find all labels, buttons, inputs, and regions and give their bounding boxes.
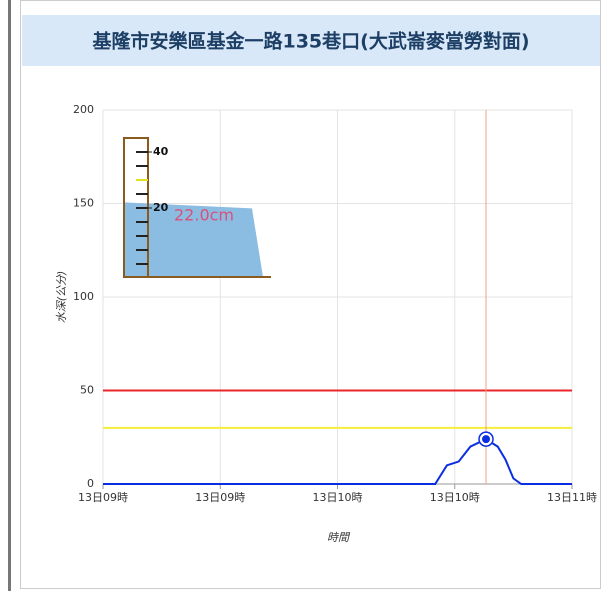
x-tick-label: 13日10時: [313, 491, 363, 504]
gauge-label: 40: [153, 145, 169, 158]
highlight-point: [482, 435, 490, 443]
x-tick-label: 13日10時: [430, 491, 480, 504]
y-axis-title: 水深(公分): [55, 271, 68, 324]
x-tick-label: 13日11時: [547, 491, 597, 504]
x-tick-label: 13日09時: [195, 491, 245, 504]
left-edge: [8, 0, 11, 591]
gauge-reading: 22.0cm: [174, 206, 234, 225]
y-tick-label: 150: [73, 197, 94, 210]
y-tick-label: 50: [80, 384, 94, 397]
y-tick-label: 0: [87, 477, 94, 490]
x-axis-title: 時間: [327, 531, 351, 544]
y-tick-label: 200: [73, 103, 94, 116]
page: 基隆市安樂區基金一路135巷口(大武崙麥當勞對面) 時間 水深(公分) 0 50 1…: [0, 0, 602, 591]
chart-title: 基隆市安樂區基金一路135巷口(大武崙麥當勞對面): [91, 30, 529, 53]
gauge-label: 20: [153, 201, 169, 214]
y-tick-label: 100: [73, 290, 94, 303]
x-tick-label: 13日09時: [78, 491, 128, 504]
